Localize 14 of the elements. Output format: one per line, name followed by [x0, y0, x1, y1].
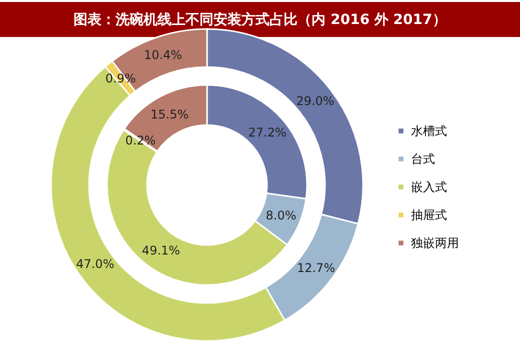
- legend-label: 独嵌两用: [411, 236, 459, 250]
- data-label: 12.7%: [296, 260, 336, 275]
- data-label: 49.1%: [142, 243, 180, 258]
- data-label: 8.0%: [266, 208, 296, 222]
- legend-label: 水槽式: [411, 124, 447, 138]
- data-label: 10.4%: [144, 48, 182, 62]
- data-label: 29.0%: [296, 94, 334, 108]
- data-label: 15.5%: [150, 107, 189, 122]
- data-label: 47.0%: [76, 257, 114, 272]
- legend-label: 嵌入式: [411, 180, 447, 194]
- legend-label: 抽屉式: [411, 208, 447, 222]
- chart-title: 图表：洗碗机线上不同安装方式占比（内 2016 外 2017）: [74, 11, 446, 28]
- data-label: 27.2%: [248, 125, 286, 140]
- legend-label: 台式: [411, 152, 435, 166]
